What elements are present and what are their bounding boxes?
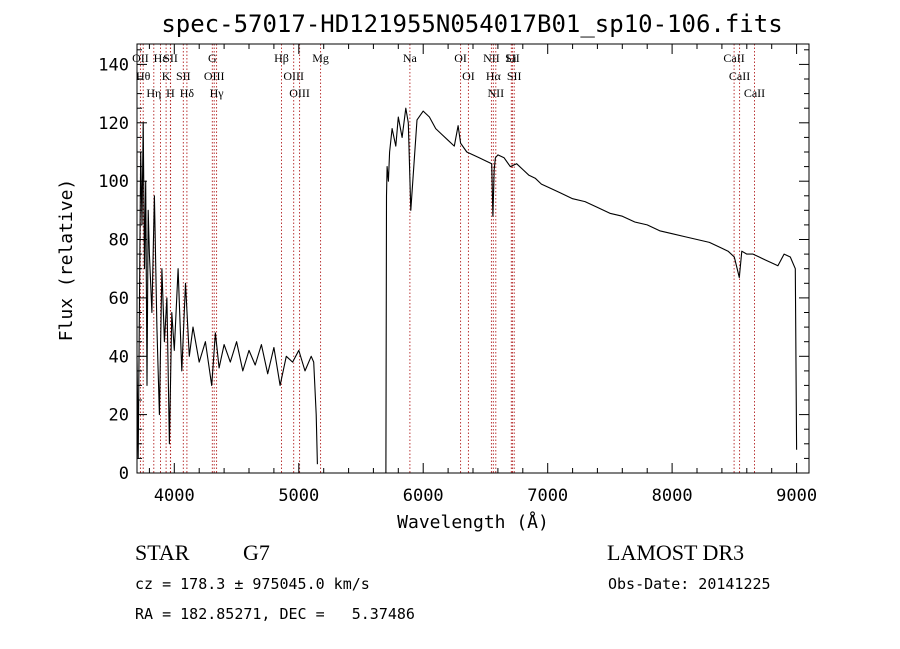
spectral-line-label: SII	[507, 69, 522, 83]
y-tick-label: 0	[119, 464, 129, 484]
survey-name: LAMOST DR3	[607, 540, 745, 565]
spectral-line-label: OII	[132, 51, 149, 65]
spectral-line-label: Hε	[154, 51, 168, 65]
spectral-line-label: OIII	[283, 69, 304, 83]
y-axis-label: Flux (relative)	[56, 179, 77, 342]
y-tick-label: 60	[109, 289, 129, 309]
spectral-line-label: OIII	[204, 69, 225, 83]
object-class: STAR	[135, 540, 190, 565]
x-tick-label: 6000	[403, 486, 444, 506]
x-tick-label: 8000	[652, 486, 693, 506]
spectral-line-label: Hδ	[180, 86, 195, 100]
chart-title: spec-57017-HD121955N054017B01_sp10-106.f…	[161, 10, 782, 38]
x-tick-label: 5000	[278, 486, 319, 506]
spectral-line-label: OI	[462, 69, 475, 83]
spectral-line-label: OIII	[289, 86, 310, 100]
spectral-line-label: CaII	[744, 86, 765, 100]
spectral-line-label: G	[208, 51, 217, 65]
spectral-line-label: SII	[163, 51, 178, 65]
x-tick-label: 9000	[776, 486, 817, 506]
redshift-info: cz = 178.3 ± 975045.0 km/s	[135, 575, 370, 593]
x-axis-label: Wavelength (Å)	[397, 511, 549, 533]
spectral-line-label: CaII	[723, 51, 744, 65]
spectral-line-label: NII	[483, 51, 500, 65]
spectral-line-label: Hη	[146, 86, 161, 100]
spectrum-series	[136, 122, 318, 465]
spectral-line-label: Hθ	[136, 69, 151, 83]
plot-frame	[136, 43, 810, 474]
x-axis: 4000 5000 6000 7000 8000 9000	[148, 44, 817, 506]
spectral-line-label: NII	[487, 86, 504, 100]
object-subclass: G7	[243, 540, 270, 565]
y-tick-label: 40	[109, 347, 129, 367]
spectral-line-markers	[139, 44, 755, 473]
spectrum-trace	[136, 107, 798, 474]
y-tick-label: 120	[98, 114, 129, 134]
y-tick-label: 80	[109, 231, 129, 251]
spectral-line-label: SII	[176, 69, 191, 83]
spectral-line-label: Hβ	[274, 51, 289, 65]
y-tick-label: 100	[98, 172, 129, 192]
spectral-line-label: SII	[505, 51, 520, 65]
y-axis: 0 20 40 60 80 100 120 140	[98, 49, 809, 484]
x-tick-label: 4000	[154, 486, 195, 506]
spectral-line-label: Na	[403, 51, 418, 65]
spectral-line-label: Hγ	[210, 86, 225, 100]
spectral-line-label: Hα	[486, 69, 502, 83]
spectral-line-label: Mg	[312, 51, 329, 65]
x-tick-label: 7000	[527, 486, 568, 506]
coordinates-info: RA = 182.85271, DEC = 5.37486	[135, 605, 415, 623]
spectrum-series	[385, 107, 798, 474]
y-tick-label: 140	[98, 55, 129, 75]
spectral-line-label: H	[166, 86, 175, 100]
y-tick-label: 20	[109, 406, 129, 426]
spectral-line-label: OI	[454, 51, 467, 65]
observation-date: Obs-Date: 20141225	[608, 575, 771, 593]
spectral-line-label: K	[162, 69, 171, 83]
spectral-line-label: CaII	[729, 69, 750, 83]
spectral-line-label: Li	[506, 51, 517, 65]
